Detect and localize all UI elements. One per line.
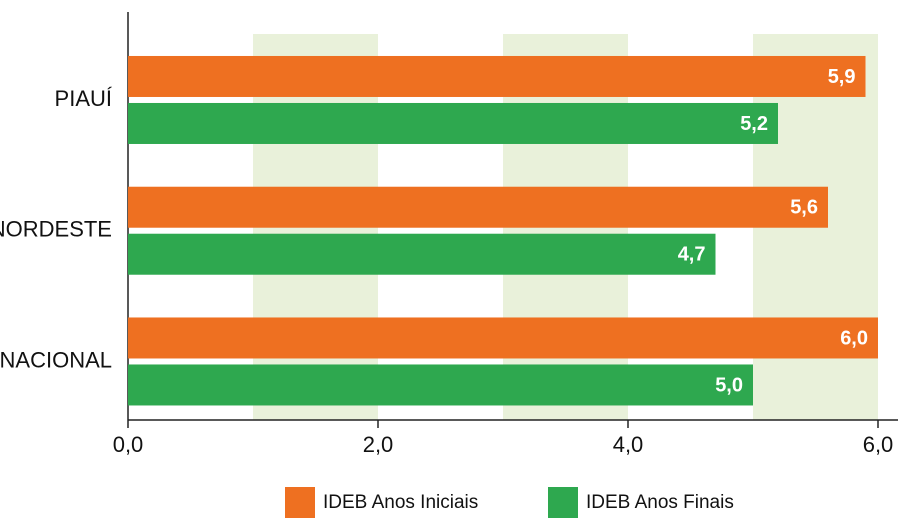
legend-swatch: [548, 487, 578, 518]
x-tick-label: 2,0: [363, 432, 394, 457]
bar: [128, 317, 878, 359]
category-label: NORDESTE: [0, 217, 112, 242]
legend-label: IDEB Anos Finais: [586, 492, 734, 513]
value-label: 5,0: [715, 374, 743, 396]
value-label: 5,9: [828, 66, 856, 88]
x-tick-label: 0,0: [113, 432, 144, 457]
x-tick-label: 4,0: [613, 432, 644, 457]
value-label: 5,6: [790, 197, 818, 219]
bar: [128, 364, 753, 406]
legend-swatch: [285, 487, 315, 518]
value-label: 6,0: [840, 327, 868, 349]
bar: [128, 102, 778, 144]
bar: [128, 55, 866, 97]
legend-label: IDEB Anos Iniciais: [323, 492, 478, 513]
x-tick-label: 6,0: [863, 432, 894, 457]
bar: [128, 186, 828, 228]
category-label: PIAUÍ: [55, 86, 113, 111]
value-label: 4,7: [678, 244, 706, 266]
category-label: NACIONAL: [0, 347, 112, 372]
value-label: 5,2: [740, 113, 768, 135]
bar: [128, 233, 716, 275]
